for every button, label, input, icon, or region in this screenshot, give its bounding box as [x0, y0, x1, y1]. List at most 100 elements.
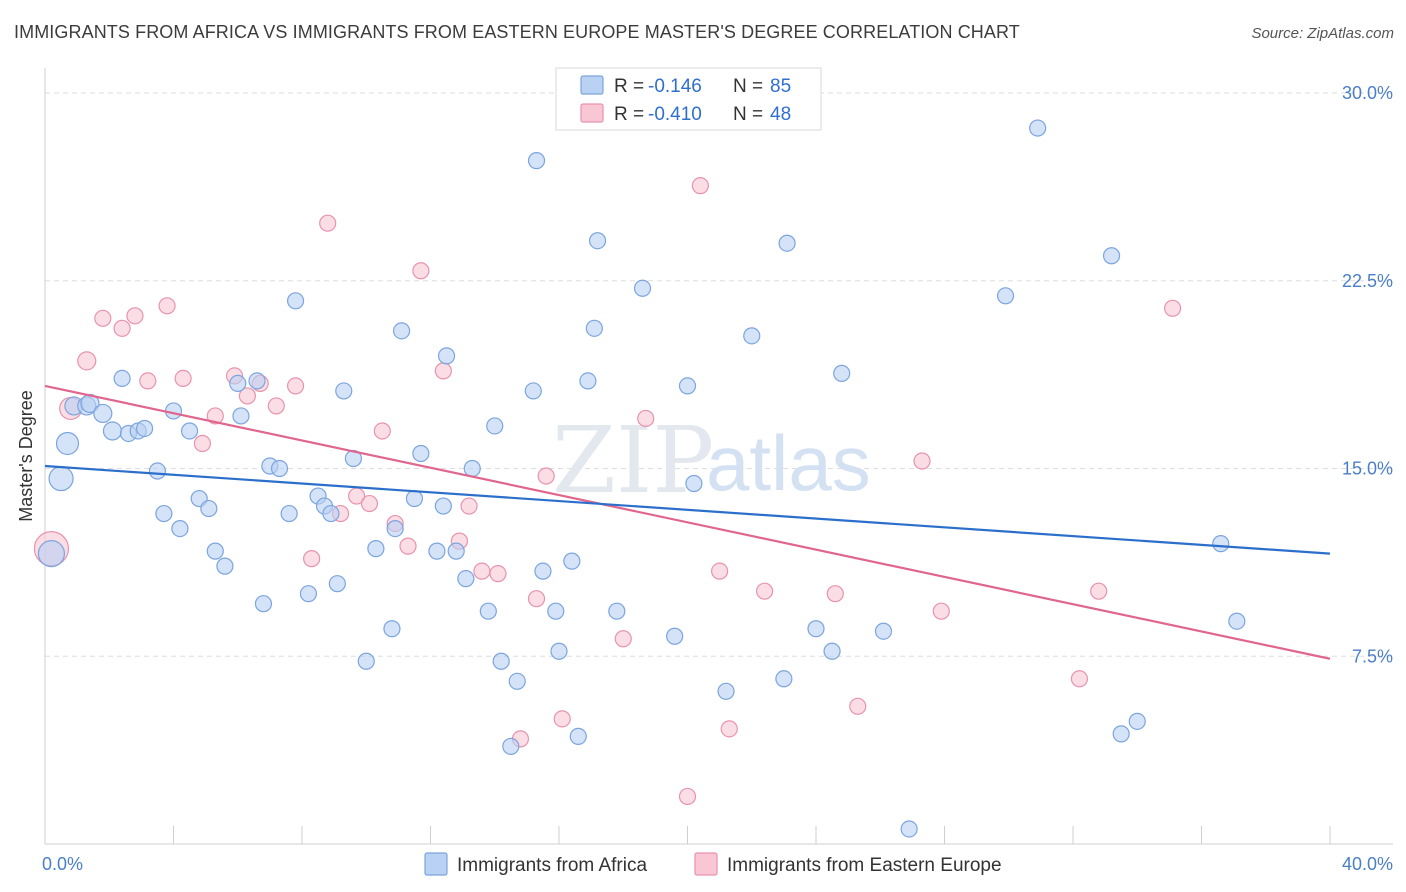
africa-point — [155, 504, 173, 523]
africa-point — [463, 459, 481, 478]
africa-point — [280, 504, 298, 523]
africa-point — [322, 504, 340, 523]
europe-point — [691, 177, 709, 195]
africa-point — [775, 670, 793, 688]
africa-point — [299, 585, 318, 603]
africa-point — [232, 407, 250, 425]
africa-point — [743, 327, 761, 345]
africa-point — [148, 462, 167, 480]
africa-point — [588, 232, 607, 250]
legend-r-value-europe: -0.410 — [648, 104, 702, 125]
y-tick-label: 22.5% — [1342, 271, 1393, 291]
europe-point — [360, 494, 379, 513]
trend-lines — [44, 384, 1331, 660]
africa-point — [527, 152, 546, 170]
africa-point — [383, 620, 401, 638]
europe-point — [637, 409, 655, 428]
europe-point — [849, 697, 867, 715]
africa-point — [479, 602, 497, 620]
africa-point — [608, 602, 626, 620]
africa-point — [778, 234, 796, 252]
africa-point — [1029, 119, 1047, 137]
legend-swatch-europe — [580, 103, 604, 123]
africa-point — [248, 372, 266, 390]
europe-point — [489, 565, 507, 583]
africa-point — [823, 642, 841, 660]
africa-point — [412, 444, 430, 463]
x-tick-label-min: 0.0% — [42, 854, 83, 874]
europe-point — [434, 362, 452, 380]
europe-point — [193, 434, 212, 453]
africa-point — [486, 417, 504, 435]
africa-point — [996, 287, 1015, 305]
legend-n-value-europe: 48 — [770, 104, 791, 125]
africa-point — [102, 421, 123, 441]
europe-point — [1163, 299, 1182, 317]
africa-point — [357, 652, 375, 670]
europe-point — [158, 297, 176, 315]
europe-point — [932, 602, 950, 620]
africa-point — [328, 575, 346, 593]
africa-point — [807, 620, 825, 638]
legend-r-label-africa: R = — [614, 76, 644, 97]
bottom-legend-label-europe: Immigrants from Eastern Europe — [727, 855, 1002, 876]
africa-point — [524, 382, 542, 400]
europe-point — [678, 787, 697, 806]
africa-point — [180, 422, 199, 440]
africa-point — [405, 489, 424, 508]
y-tick-labels: 7.5% 15.0% 22.5% 30.0% — [1342, 83, 1393, 666]
europe-point — [174, 369, 192, 387]
africa-point — [286, 292, 305, 310]
europe-point — [113, 319, 131, 337]
africa-point — [678, 377, 697, 395]
africa-point — [633, 279, 652, 297]
africa-point — [37, 540, 66, 568]
y-axis-label: Master's Degree — [16, 390, 36, 521]
x-tick-label-max: 40.0% — [1342, 854, 1393, 874]
bottom-legend-swatch-africa — [424, 852, 448, 876]
europe-point — [826, 585, 844, 603]
africa-point — [216, 557, 234, 575]
africa-point — [48, 465, 74, 492]
europe-point — [473, 562, 491, 580]
europe-trend-line — [44, 384, 1331, 660]
europe-point — [1090, 582, 1108, 600]
source-label: Source: ZipAtlas.com — [1251, 25, 1394, 42]
africa-point — [717, 682, 735, 700]
legend-n-value-africa: 85 — [770, 76, 791, 97]
africa-point — [550, 642, 568, 660]
europe-point — [286, 377, 305, 395]
series-legend: Immigrants from Africa Immigrants from E… — [424, 852, 1002, 876]
europe-point — [267, 397, 285, 415]
africa-point — [585, 319, 603, 337]
europe-point — [126, 307, 144, 325]
stats-legend: R = -0.146 N = 85 R = -0.410 N = 48 — [555, 67, 822, 131]
x-axis-ticks — [44, 826, 1331, 844]
africa-point — [666, 627, 684, 645]
africa-point — [569, 727, 587, 745]
legend-r-value-africa: -0.146 — [648, 76, 702, 97]
watermark-atlas: atlas — [706, 419, 871, 507]
africa-point — [534, 562, 552, 580]
africa-point — [437, 347, 456, 365]
y-tick-label: 7.5% — [1352, 646, 1393, 666]
legend-n-label-europe: N = — [733, 104, 763, 125]
africa-point — [563, 552, 581, 570]
africa-point — [1112, 725, 1130, 743]
africa-point — [547, 602, 565, 620]
legend-swatch-africa — [580, 75, 604, 95]
legend-r-label-europe: R = — [614, 104, 644, 125]
africa-point — [55, 431, 80, 456]
europe-point — [412, 262, 430, 280]
africa-point — [1212, 535, 1230, 553]
africa-point — [434, 497, 452, 515]
africa-point — [579, 372, 597, 390]
africa-points — [37, 119, 1246, 838]
europe-point — [913, 452, 931, 470]
africa-point — [171, 519, 189, 538]
africa-point — [1128, 712, 1146, 730]
africa-point — [254, 595, 273, 613]
africa-point — [229, 374, 247, 393]
africa-trend-line — [44, 464, 1331, 555]
legend-n-label-africa: N = — [733, 76, 763, 97]
